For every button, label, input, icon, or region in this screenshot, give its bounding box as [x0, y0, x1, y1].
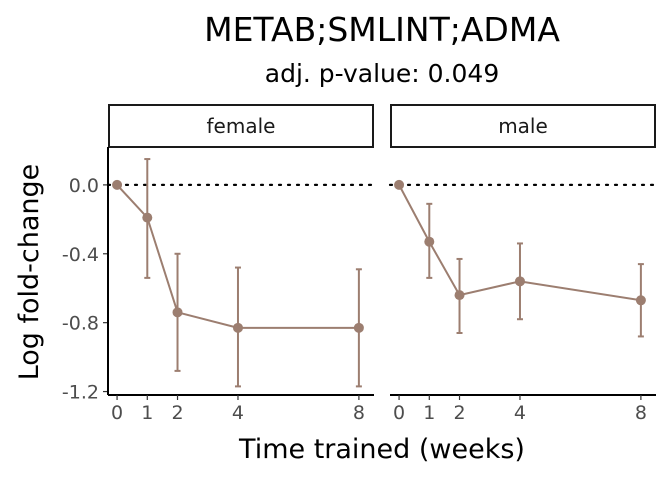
x-tick-label: 8 [353, 402, 365, 424]
y-tick-label: -0.8 [62, 313, 99, 335]
x-tick-label: 1 [141, 402, 153, 424]
x-tick-label: 2 [453, 402, 465, 424]
x-tick-label: 4 [232, 402, 244, 424]
y-axis-title: Log fold-change [14, 164, 45, 381]
x-axis-title: Time trained (weeks) [238, 434, 525, 465]
facet-strip-label: male [498, 114, 548, 138]
x-tick-label: 2 [171, 402, 183, 424]
y-tick-label: -0.4 [62, 244, 99, 266]
y-tick-label: 0.0 [69, 175, 99, 197]
chart-subtitle: adj. p-value: 0.049 [265, 59, 499, 88]
facet-panel-male: male 0 1 2 4 8 [388, 104, 658, 424]
x-tick-label: 1 [423, 402, 435, 424]
data-point [454, 290, 465, 301]
data-point [353, 322, 364, 333]
data-point [142, 212, 153, 223]
data-point [232, 322, 243, 333]
facet-panel-female: female 0 1 2 4 8 [106, 104, 376, 424]
data-point [424, 236, 435, 247]
chart-title: METAB;SMLINT;ADMA [204, 10, 560, 49]
facet-strip-label: female [207, 114, 276, 138]
facet-strip [390, 104, 656, 148]
facet-strip [108, 104, 374, 148]
data-point [394, 179, 405, 190]
x-tick-label: 4 [514, 402, 526, 424]
y-tick-label: -1.2 [62, 382, 99, 404]
data-point [514, 276, 525, 287]
data-point [112, 179, 123, 190]
x-tick-label: 0 [393, 402, 405, 424]
x-tick-label: 0 [111, 402, 123, 424]
x-tick-label: 8 [635, 402, 647, 424]
data-point [172, 307, 183, 318]
data-point [635, 295, 646, 306]
